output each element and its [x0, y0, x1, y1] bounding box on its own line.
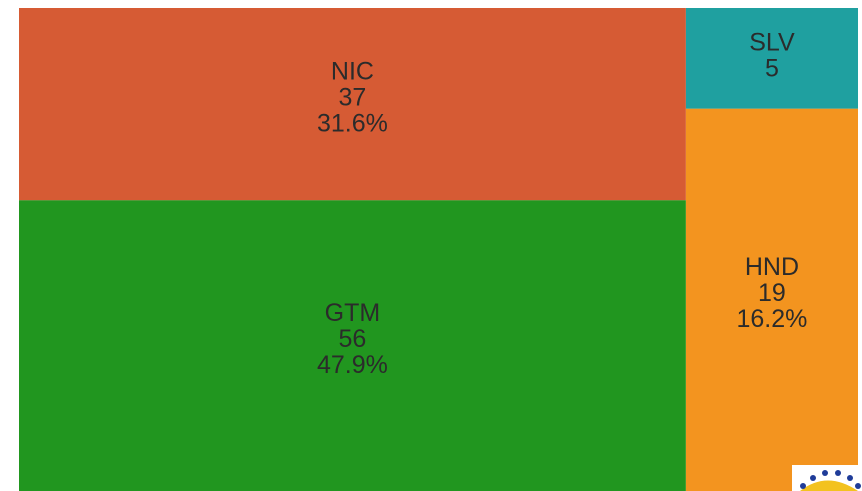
tile-name: NIC [331, 57, 374, 85]
tile-share: 31.6% [317, 109, 388, 137]
tile-share: 47.9% [317, 351, 388, 379]
tile-value: 19 [758, 279, 786, 307]
tile-share: 16.2% [737, 305, 808, 333]
tile-value: 56 [339, 325, 367, 353]
logo [792, 465, 862, 491]
tile-name: HND [745, 253, 799, 281]
tile [685, 108, 858, 491]
tile [19, 200, 686, 491]
tile-value: 5 [765, 55, 779, 83]
tile [685, 8, 858, 109]
logo-stars [800, 470, 861, 489]
logo-sun [800, 480, 858, 491]
tile-name: GTM [325, 299, 381, 327]
tile-value: 37 [339, 83, 367, 111]
tile-name: SLV [749, 29, 795, 57]
tile [19, 8, 686, 201]
